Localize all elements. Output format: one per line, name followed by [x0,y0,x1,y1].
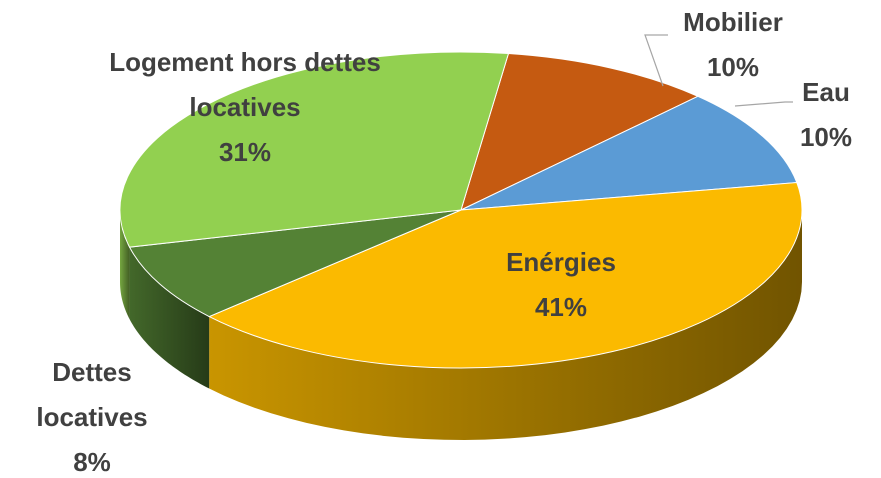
pie-slice [207,182,803,369]
pie-slice [460,95,798,211]
category-label: Enérgies [506,247,616,277]
data-label: Logement hors dettes locatives 31% [65,40,425,175]
category-label: Logement hors dettes locatives [109,47,381,122]
category-label: Mobilier [683,7,783,37]
value-label: 10% [706,52,760,82]
value-label: 10% [799,122,853,152]
pie-slice [119,51,510,248]
data-label: Enérgies 41% [436,240,686,330]
data-label: Mobilier 10% [633,0,833,90]
pie-tops [119,51,803,369]
leader-line [644,34,668,87]
category-label: Dettes locatives [36,357,148,432]
pie-slice [128,209,462,318]
pie-side [209,210,803,440]
value-label: 8% [73,447,111,477]
pie-side [120,210,130,320]
value-label: 31% [218,137,272,167]
pie-slice [460,53,700,211]
leader-line [734,101,793,107]
data-label: Eau 10% [766,70,881,160]
pie-side [129,247,210,389]
value-label: 41% [534,292,588,322]
pie-sides [120,210,803,440]
data-label: Dettes locatives 8% [7,350,177,478]
category-label: Eau [802,77,850,107]
